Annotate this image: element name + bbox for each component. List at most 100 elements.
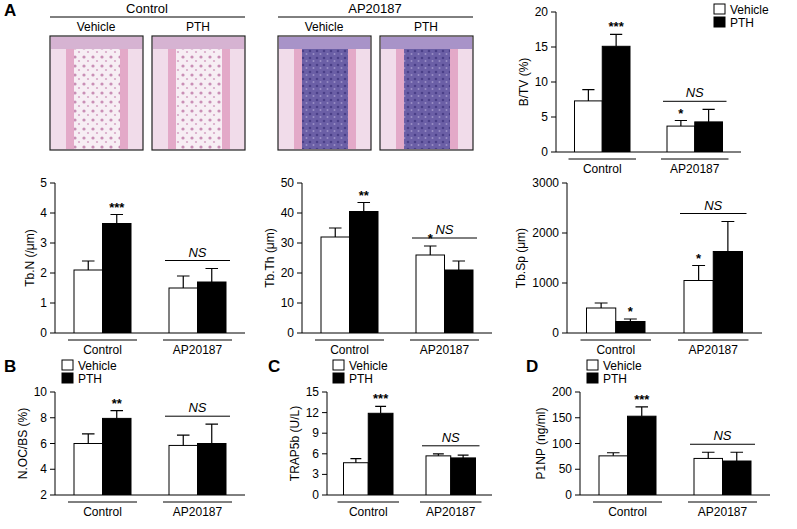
y-tick <box>50 443 55 444</box>
significance: ** <box>112 396 123 411</box>
y-tick <box>322 474 327 475</box>
y-tick <box>297 273 302 274</box>
bar <box>602 46 630 152</box>
figure: ABCDControlVehiclePTHAP20187VehiclePTH05… <box>0 0 797 529</box>
bar <box>723 461 752 495</box>
comparison: NS <box>713 428 731 443</box>
legend-label: Vehicle <box>603 359 642 373</box>
growth-plate <box>381 37 472 49</box>
group-rule <box>593 502 662 503</box>
y-label: P1NP (ng/ml) <box>534 408 548 480</box>
y-tick-label: 0 <box>565 488 572 502</box>
legend-label: PTH <box>603 372 627 386</box>
y-tick <box>551 47 556 48</box>
marrow <box>74 49 120 149</box>
column-heading: Vehicle <box>77 20 116 34</box>
x-tick-label: AP20187 <box>670 162 720 176</box>
comparison: NS <box>435 222 453 237</box>
x-tick-label: Control <box>583 162 622 176</box>
significance: ** <box>359 188 370 203</box>
chart: 0100020003000Tb.Sp (μm)**NSControlAP2018… <box>514 176 762 357</box>
y-tick-label: 1000 <box>532 276 559 290</box>
image-frame <box>50 36 143 150</box>
bar <box>344 463 369 495</box>
x-tick-label: Control <box>608 505 647 519</box>
y-tick-label: 4 <box>40 206 47 220</box>
y-tick <box>297 333 302 334</box>
x-tick-label: Control <box>83 505 122 519</box>
group-rule <box>661 159 729 160</box>
x-tick-label: AP20187 <box>173 343 223 357</box>
error-bar <box>730 452 743 461</box>
comparison: NS <box>188 400 206 415</box>
x-tick-label: Control <box>330 343 369 357</box>
error-bar <box>610 34 622 46</box>
y-tick-label: 0 <box>40 326 47 340</box>
bar <box>368 413 393 495</box>
x-tick-label: Control <box>596 343 635 357</box>
error-bar <box>703 109 715 122</box>
chart: 05101520B/TV (%)****NSControlAP20187Vehi… <box>517 3 769 177</box>
y-tick-label: 0 <box>552 326 559 340</box>
cortex <box>120 49 128 149</box>
y-tick-label: 3 <box>312 467 319 481</box>
error-bar <box>635 407 648 416</box>
group-rule <box>163 340 232 341</box>
marrow <box>404 49 450 149</box>
group-rule <box>68 340 137 341</box>
bar <box>74 270 103 333</box>
error-bar <box>110 215 123 224</box>
legend-swatch <box>333 360 344 370</box>
y-tick-label: 10 <box>535 75 549 89</box>
panel-label: D <box>526 357 538 376</box>
heading-rule <box>278 17 473 18</box>
legend-swatch <box>714 17 725 27</box>
marks <box>74 215 226 334</box>
bar <box>416 255 445 333</box>
error-bar <box>607 453 620 456</box>
error-bar <box>624 319 637 322</box>
y-tick-label: 2 <box>40 266 47 280</box>
error-bar <box>350 459 361 463</box>
y-tick <box>50 273 55 274</box>
legend: VehiclePTH <box>333 359 388 386</box>
y-tick-label: 6 <box>312 447 319 461</box>
y-tick-label: 8 <box>40 411 47 425</box>
y-tick-label: 2000 <box>532 226 559 240</box>
group-rule <box>410 340 479 341</box>
bar <box>103 224 132 334</box>
y-tick <box>551 12 556 13</box>
comparison-line <box>412 238 477 239</box>
chart: 246810N.OC/BS (%)**NSControlAP20187Vehic… <box>16 359 245 520</box>
legend-swatch <box>333 373 344 383</box>
significance: *** <box>634 392 650 407</box>
significance: * <box>678 106 684 121</box>
y-label: Tb.Sp (μm) <box>514 228 528 288</box>
bar <box>426 456 451 495</box>
y-tick <box>50 183 55 184</box>
image-frame <box>380 36 473 150</box>
legend-swatch <box>587 360 598 370</box>
y-tick <box>50 417 55 418</box>
y-tick-label: 10 <box>281 296 295 310</box>
y-axis <box>55 183 56 333</box>
significance: * <box>628 304 634 319</box>
error-bar <box>692 266 705 281</box>
histology: ControlVehiclePTHAP20187VehiclePTH <box>50 1 473 150</box>
image-frame <box>152 36 245 150</box>
error-bar <box>205 269 218 283</box>
y-tick <box>551 82 556 83</box>
x-tick-label: AP20187 <box>420 343 470 357</box>
x-tick-label: AP20187 <box>426 505 476 519</box>
error-bar <box>329 228 342 237</box>
y-tick-label: 10 <box>34 385 48 399</box>
legend-label: PTH <box>78 372 102 386</box>
significance: *** <box>109 200 125 215</box>
bar <box>451 458 476 495</box>
y-tick <box>50 213 55 214</box>
significance: *** <box>609 19 625 34</box>
error-bar <box>721 222 734 252</box>
error-bar <box>595 303 608 308</box>
comparison-line <box>663 101 727 102</box>
comparison: NS <box>442 430 460 445</box>
